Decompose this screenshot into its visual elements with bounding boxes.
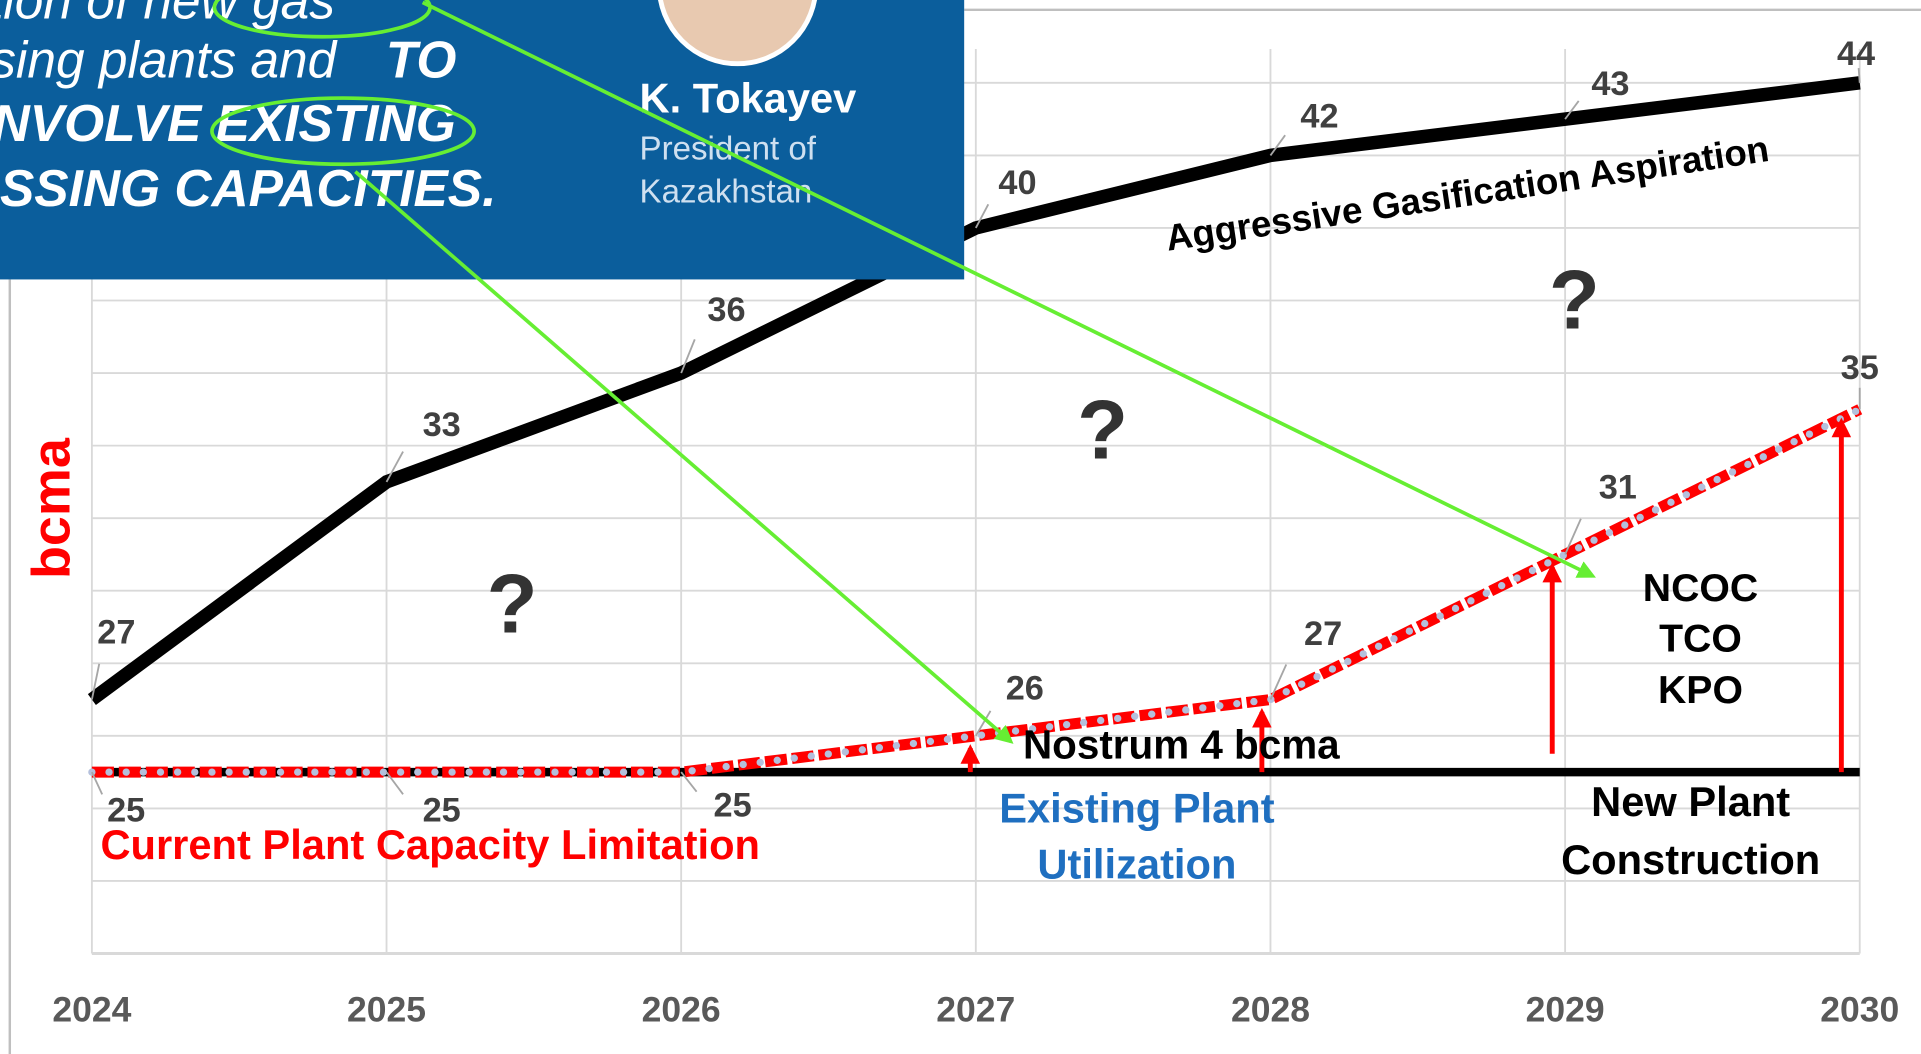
data-label: 27 [1304, 615, 1342, 653]
data-label: 40 [998, 164, 1036, 202]
y-axis-label: bcma [21, 437, 81, 579]
annotation: Existing Plant [999, 784, 1275, 831]
person-name: K. Tokayev [640, 75, 857, 122]
annotation: Construction [1561, 836, 1820, 883]
quote-line: NVOLVE EXISTING [0, 94, 456, 152]
x-tick-label: 2029 [1526, 990, 1605, 1030]
annotation: ? [487, 557, 538, 650]
data-label: 27 [97, 614, 135, 652]
x-tick-label: 2024 [52, 990, 131, 1030]
annotation: Current Plant Capacity Limitation [100, 821, 760, 868]
x-tick-label: 2028 [1231, 990, 1310, 1030]
x-tick-label: 2025 [347, 990, 426, 1030]
data-label: 35 [1841, 349, 1879, 387]
page: {"chart_data": {"type": "line", "x": [20… [0, 0, 1921, 1054]
data-label: 26 [1006, 670, 1044, 708]
annotation: TCO [1659, 617, 1742, 660]
quote-line: SSING CAPACITIES. [0, 159, 496, 217]
annotation: ? [1549, 253, 1600, 346]
annotation: Utilization [1037, 841, 1236, 888]
annotation: New Plant [1591, 778, 1790, 825]
data-label: 25 [714, 787, 752, 825]
annotation: Nostrum 4 bcma [1023, 721, 1340, 767]
person-role: President of [640, 130, 817, 167]
data-label: 42 [1300, 98, 1338, 136]
data-label: 33 [423, 406, 461, 444]
annotation: Aggressive Gasification Aspiration [1163, 128, 1772, 259]
x-tick-label: 2026 [642, 990, 721, 1030]
chart: 2024 2025 2026 2027 2028 2029 2030 bcma 27 33 36 40… [0, 0, 1921, 1054]
quote-line: ction of new gas [0, 0, 335, 30]
data-label: 36 [707, 291, 745, 329]
data-label: 43 [1591, 65, 1629, 103]
pointer-arrow [423, 2, 1593, 576]
quote-line: TO [386, 30, 457, 88]
annotation: NCOC [1643, 567, 1758, 610]
quote-line: sing plants and [0, 30, 338, 88]
annotation: KPO [1658, 669, 1743, 712]
data-label: 31 [1599, 469, 1637, 507]
x-tick-label: 2030 [1820, 990, 1899, 1030]
x-tick-label: 2027 [936, 990, 1015, 1030]
quote-overlay: ction of new gas sing plants and TO NVOL… [0, 0, 964, 279]
annotation: ? [1077, 383, 1128, 476]
data-label: 44 [1837, 35, 1875, 73]
